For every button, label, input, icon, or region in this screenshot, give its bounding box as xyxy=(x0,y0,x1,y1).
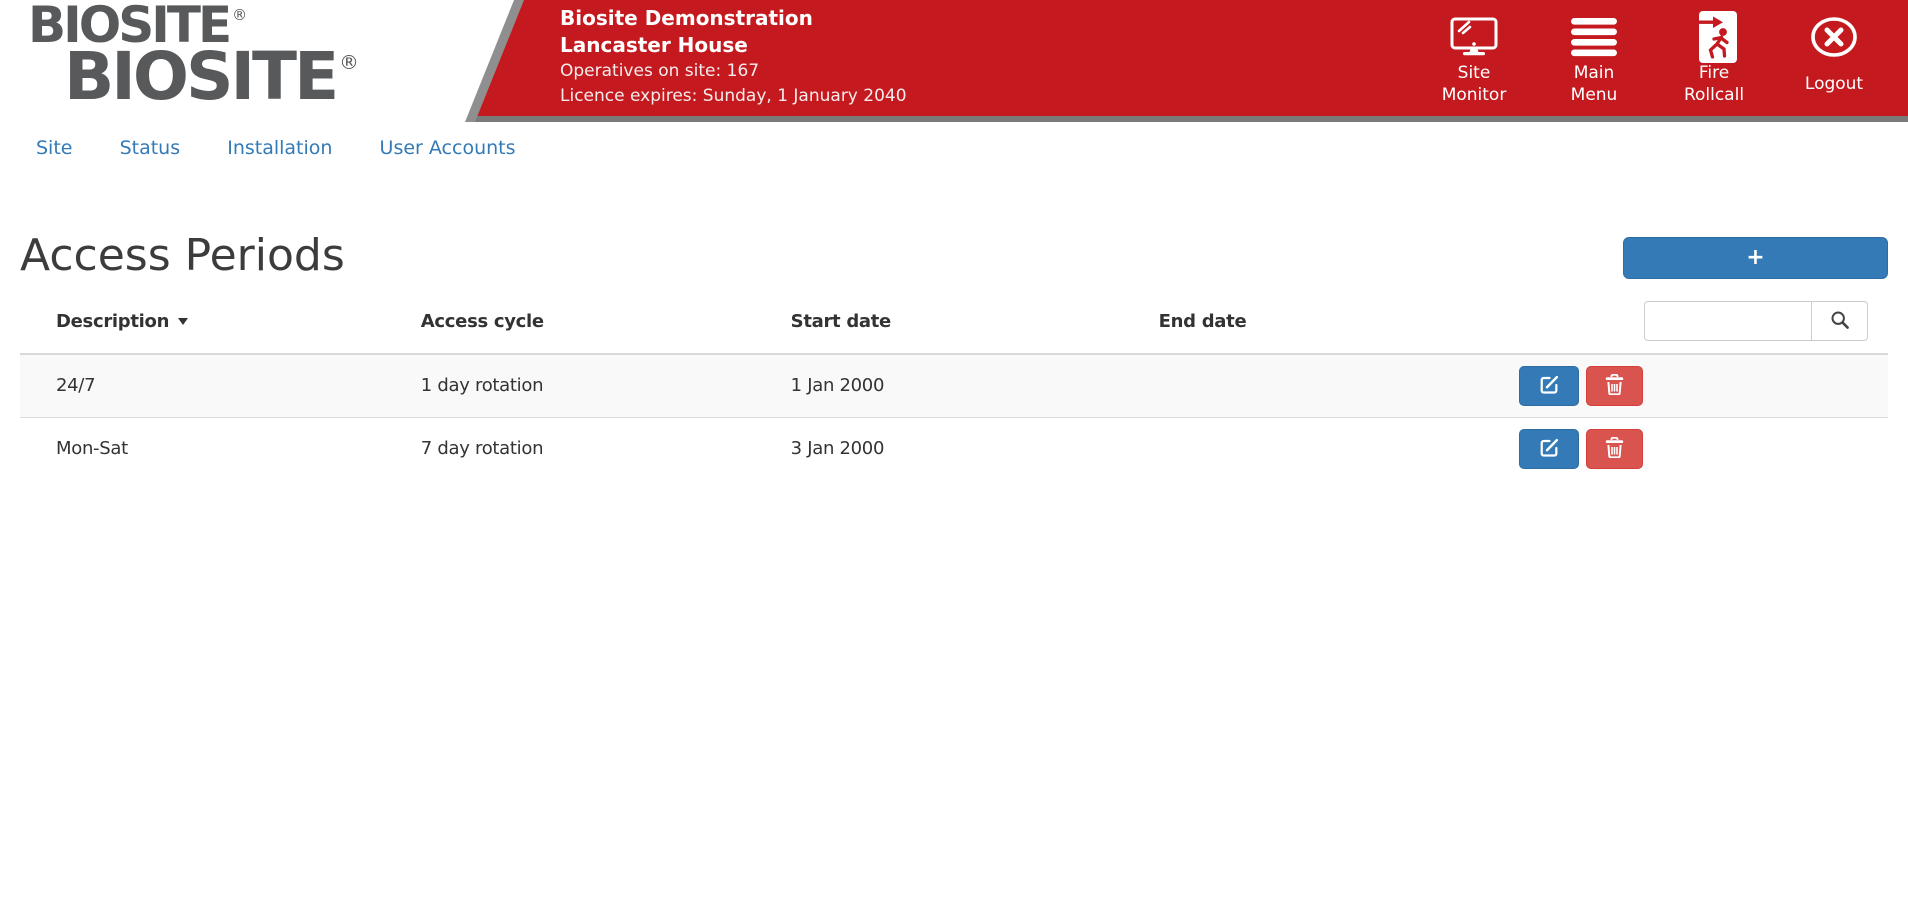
search-header-cell xyxy=(1503,293,1888,356)
main-menu-icon xyxy=(1571,12,1617,62)
logout-label: Logout xyxy=(1805,62,1863,106)
biosite-logo-small: BIOSITE ® xyxy=(28,0,247,50)
site-monitor-button[interactable]: Site Monitor xyxy=(1414,12,1534,106)
search-button[interactable] xyxy=(1811,301,1868,342)
column-header-start-date[interactable]: Start date xyxy=(774,293,1143,356)
search-group xyxy=(1519,301,1868,342)
cell-end-date xyxy=(1142,353,1504,418)
cell-access-cycle: 7 day rotation xyxy=(404,416,775,481)
logout-icon xyxy=(1809,12,1859,62)
site-monitor-icon xyxy=(1450,12,1498,62)
search-input[interactable] xyxy=(1644,301,1812,342)
main-nav: Site Status Installation User Accounts xyxy=(0,122,1908,171)
fire-rollcall-button[interactable]: Fire Rollcall xyxy=(1654,11,1774,106)
column-header-label: Description xyxy=(56,310,170,332)
cell-description: 24/7 xyxy=(20,353,405,418)
delete-button[interactable] xyxy=(1586,365,1644,406)
label-line: Menu xyxy=(1570,85,1618,105)
biosite-logo-large-text: BIOSITE xyxy=(64,38,337,115)
main-menu-button[interactable]: Main Menu xyxy=(1534,12,1654,106)
edit-pencil-icon xyxy=(1539,374,1560,398)
edit-button[interactable] xyxy=(1519,365,1580,406)
label-line: Logout xyxy=(1804,74,1864,94)
nav-item-user-accounts[interactable]: User Accounts xyxy=(379,137,516,159)
nav-item-status[interactable]: Status xyxy=(119,137,181,159)
label-line: Site xyxy=(1457,63,1491,83)
app-header: BIOSITE ® BIOSITE ® Biosite Demonstration … xyxy=(0,0,1908,122)
site-subtitle: Lancaster House xyxy=(560,33,748,57)
trash-icon xyxy=(1605,436,1624,461)
registered-mark: ® xyxy=(232,5,248,24)
label-line: Fire xyxy=(1698,63,1730,83)
biosite-logo-large: BIOSITE ® xyxy=(64,44,359,110)
access-periods-table: Description Access cycle Start date End … xyxy=(20,293,1888,481)
edit-button[interactable] xyxy=(1519,428,1580,469)
fire-rollcall-icon xyxy=(1691,11,1737,63)
cell-start-date: 1 Jan 2000 xyxy=(774,353,1143,418)
logout-button[interactable]: Logout xyxy=(1774,12,1894,106)
cell-description: Mon-Sat xyxy=(20,416,405,481)
column-header-end-date[interactable]: End date xyxy=(1142,293,1504,356)
cell-access-cycle: 1 day rotation xyxy=(404,353,775,418)
label-line: Main xyxy=(1573,63,1615,83)
page-title: Access Periods xyxy=(20,230,345,281)
operatives-on-site: Operatives on site: 167 xyxy=(560,61,760,81)
row-actions xyxy=(1519,428,1880,469)
edit-pencil-icon xyxy=(1539,437,1560,461)
column-header-description[interactable]: Description xyxy=(20,293,405,356)
trash-icon xyxy=(1605,373,1624,398)
column-header-access-cycle[interactable]: Access cycle xyxy=(404,293,775,356)
site-info: Biosite Demonstration Lancaster House Op… xyxy=(560,5,907,109)
header-actions: Site Monitor Main Menu xyxy=(1414,11,1894,106)
site-monitor-label: Site Monitor xyxy=(1442,62,1507,106)
label-line: Monitor xyxy=(1441,85,1507,105)
fire-rollcall-label: Fire Rollcall xyxy=(1684,62,1744,106)
nav-item-installation[interactable]: Installation xyxy=(227,137,333,159)
site-title: Biosite Demonstration xyxy=(560,6,813,30)
title-row: Access Periods + xyxy=(20,230,1888,281)
caret-down-icon xyxy=(178,318,189,326)
biosite-logo-small-text: BIOSITE xyxy=(28,0,230,54)
add-access-period-button[interactable]: + xyxy=(1623,237,1888,279)
search-icon xyxy=(1830,310,1850,333)
table-row: 24/7 1 day rotation 1 Jan 2000 xyxy=(20,353,1888,418)
row-actions xyxy=(1519,365,1880,406)
main-menu-label: Main Menu xyxy=(1571,62,1618,106)
label-line: Rollcall xyxy=(1683,85,1745,105)
logo-area: BIOSITE ® BIOSITE ® xyxy=(0,0,514,122)
cell-start-date: 3 Jan 2000 xyxy=(774,416,1143,481)
table-header-row: Description Access cycle Start date End … xyxy=(20,293,1888,356)
nav-item-site[interactable]: Site xyxy=(36,137,73,159)
cell-actions xyxy=(1503,416,1888,481)
table-row: Mon-Sat 7 day rotation 3 Jan 2000 xyxy=(20,416,1888,481)
cell-end-date xyxy=(1142,416,1504,481)
licence-expiry: Licence expires: Sunday, 1 January 2040 xyxy=(560,86,907,106)
cell-actions xyxy=(1503,353,1888,418)
registered-mark: ® xyxy=(339,51,359,75)
delete-button[interactable] xyxy=(1586,428,1644,469)
content: Access Periods + Description Access cycl… xyxy=(0,230,1908,481)
